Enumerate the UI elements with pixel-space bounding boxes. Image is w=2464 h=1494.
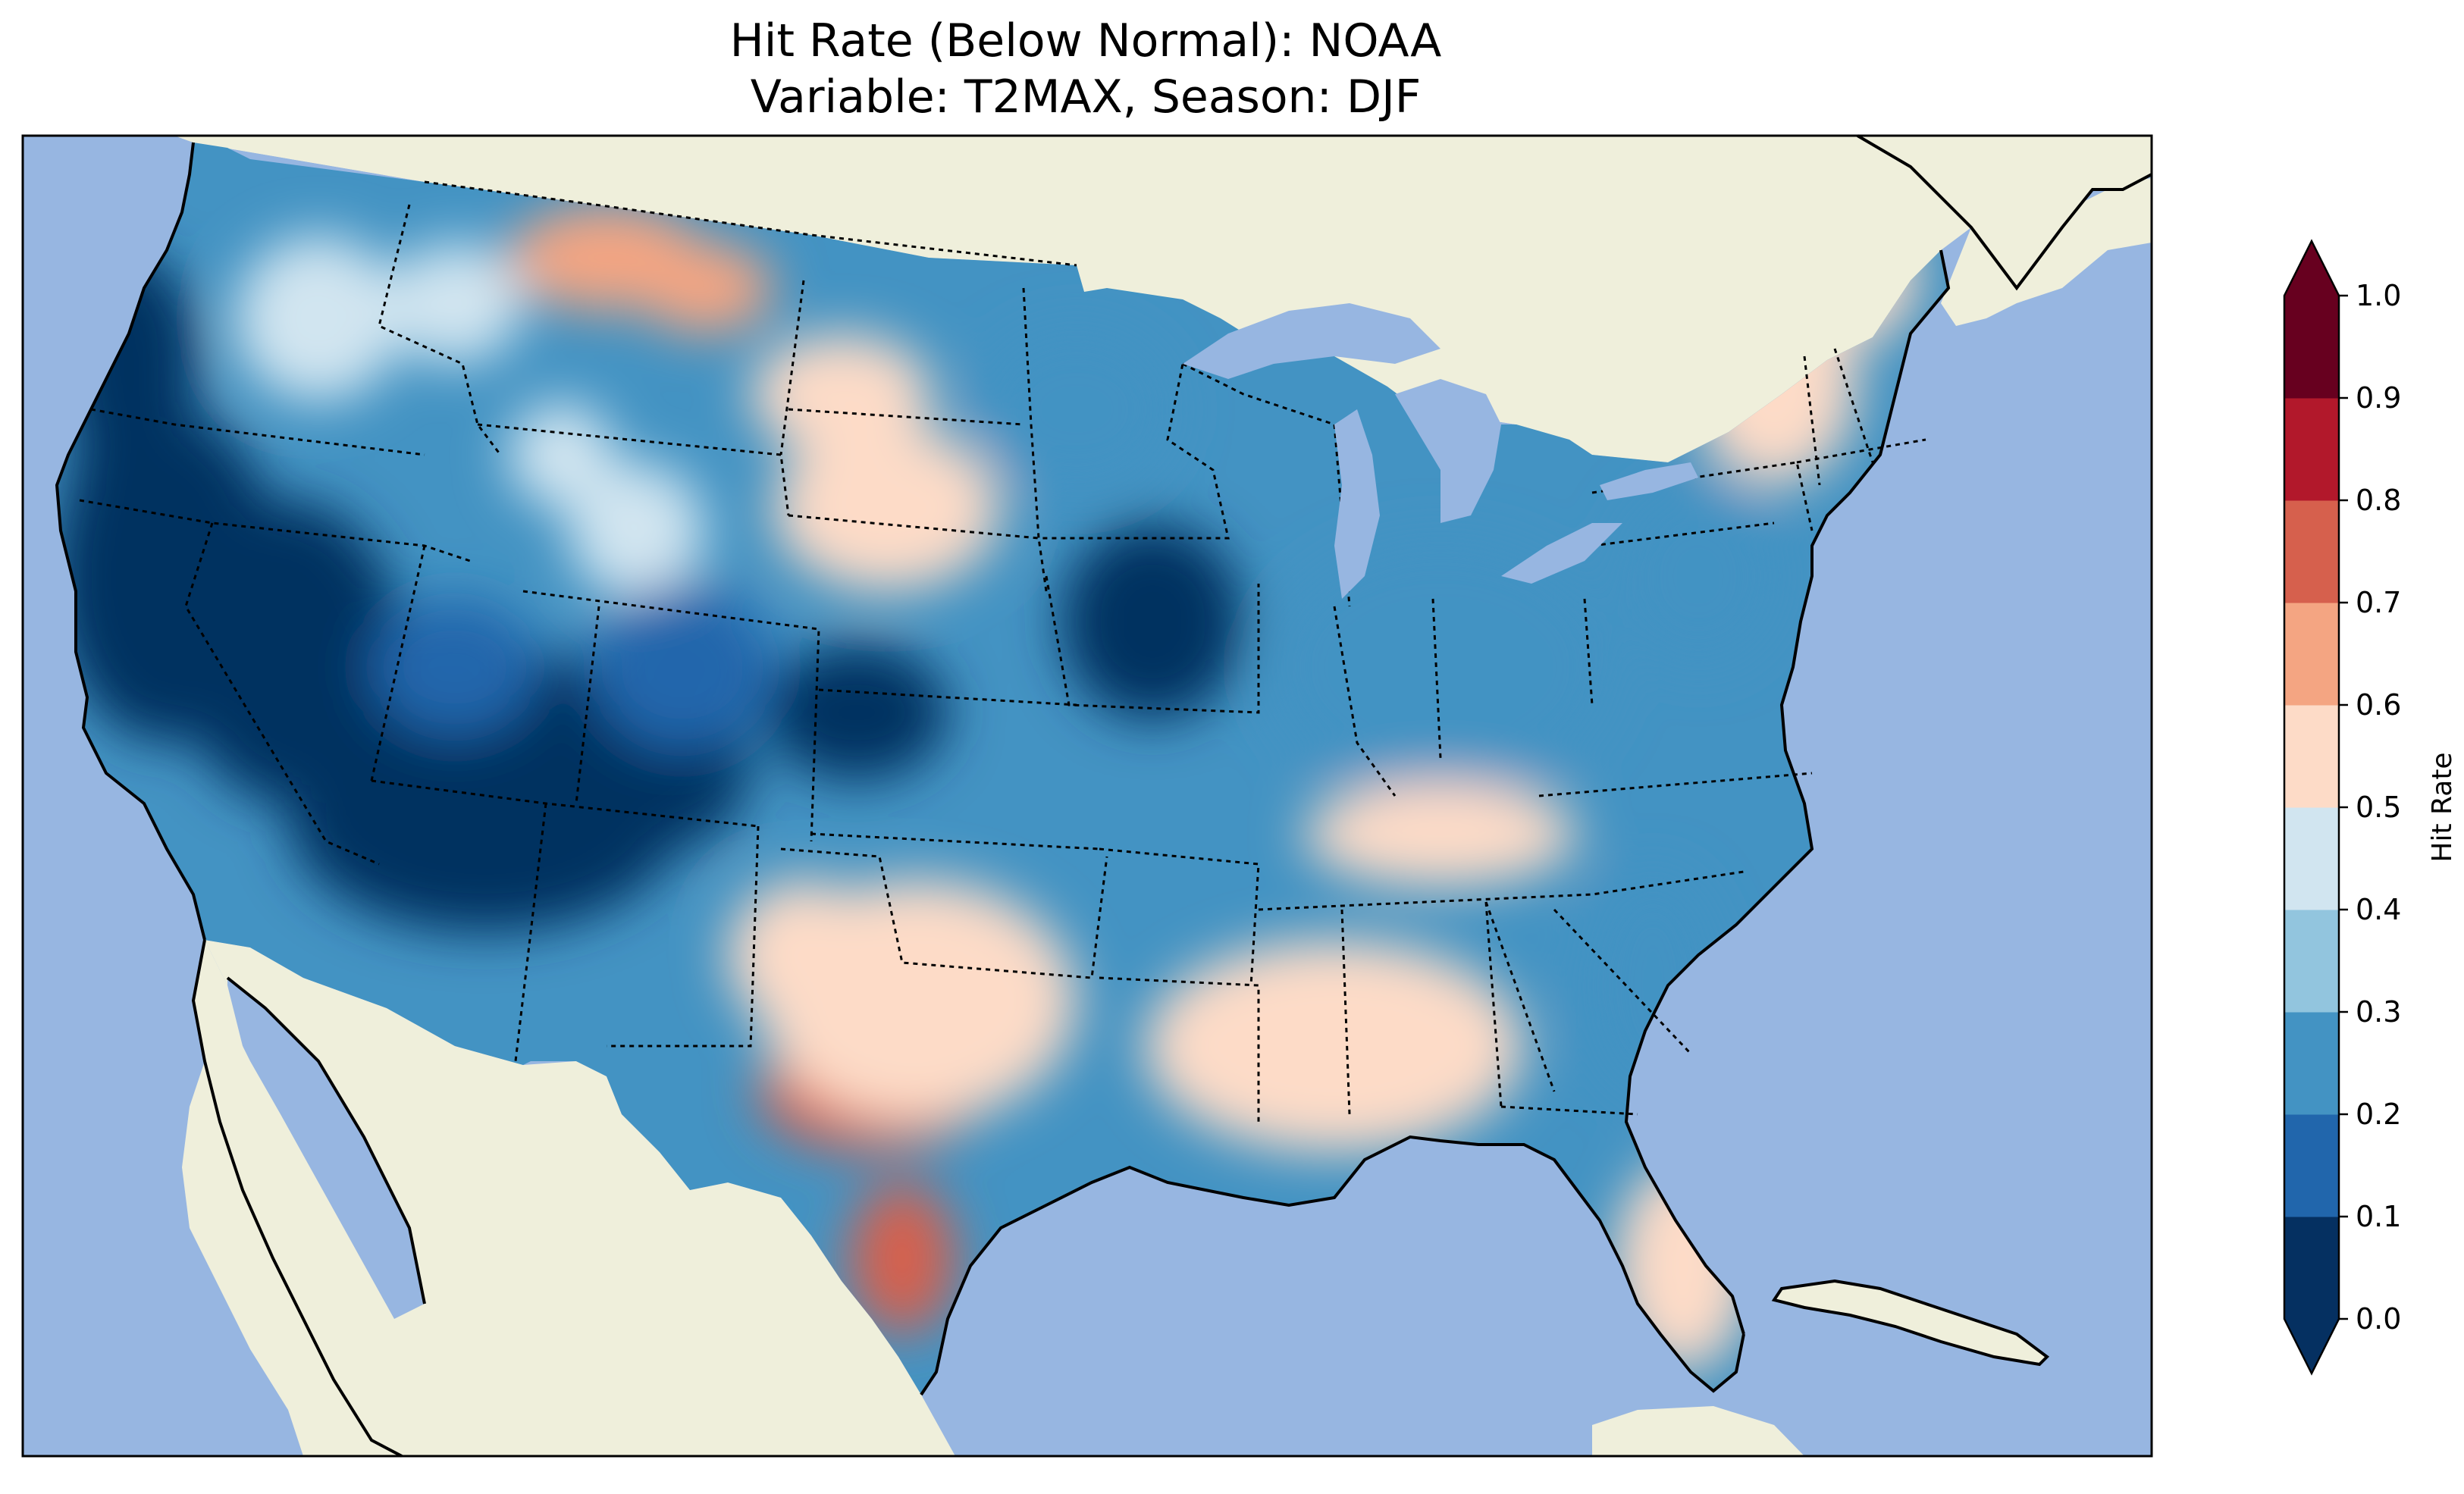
colorbar-tick-label-0: 0.0 bbox=[2356, 1302, 2401, 1336]
hit-rate-cell-mid-atlantic-0 bbox=[1615, 485, 1782, 667]
cuba-land bbox=[1774, 1281, 2047, 1364]
hit-rate-cell-minnesota-north-dakota-0 bbox=[978, 326, 1175, 493]
baja-coastline bbox=[191, 939, 426, 1458]
colorbar-tick-label-3: 0.3 bbox=[2356, 995, 2401, 1029]
colorbar-tick-label-6: 0.6 bbox=[2356, 688, 2401, 722]
colorbar-bin-9 bbox=[2284, 296, 2339, 399]
lake-ontario bbox=[1600, 462, 1698, 500]
hit-rate-cell-wyoming-1 bbox=[508, 402, 614, 508]
gulf-of-california bbox=[227, 978, 425, 1319]
colorbar-over-triangle bbox=[2284, 241, 2339, 296]
colorbar-under-triangle bbox=[2284, 1319, 2339, 1373]
colorbar-bin-4 bbox=[2284, 807, 2339, 910]
border-or-ca-nv bbox=[79, 499, 471, 562]
hit-rate-cell-idaho-western-montana-1 bbox=[387, 243, 523, 364]
hit-rate-cell-northern-montana-1 bbox=[637, 243, 773, 334]
lake-huron bbox=[1395, 379, 1501, 523]
colorbar-bin-2 bbox=[2284, 1012, 2339, 1115]
border-nm-tx bbox=[607, 825, 760, 1048]
border-ut-co bbox=[575, 606, 600, 804]
maritimes-land bbox=[1941, 178, 2152, 326]
border-mn bbox=[1022, 287, 1230, 540]
border-wa-or bbox=[90, 408, 425, 456]
cuba-coastline bbox=[1771, 1279, 2050, 1367]
atlantic-coastline bbox=[1624, 249, 1951, 1335]
border-mt-nd bbox=[779, 280, 805, 456]
hit-rate-cell-colorado-0 bbox=[591, 584, 773, 750]
colorbar-tick-label-8: 0.8 bbox=[2356, 484, 2401, 517]
hit-rate-cell-texas-oklahoma-1 bbox=[728, 879, 879, 1031]
border-us-canada-west bbox=[424, 180, 1077, 267]
colorbar-tick-label-9: 0.9 bbox=[2356, 381, 2401, 415]
border-nd-sd bbox=[788, 408, 1024, 426]
border-ky-tn bbox=[1258, 870, 1745, 911]
border-ok-tx bbox=[780, 847, 1108, 979]
gulf-coastline bbox=[920, 1135, 1745, 1396]
colorbar-bin-6 bbox=[2284, 603, 2339, 706]
border-oh-pa bbox=[1583, 521, 1775, 706]
map-panel bbox=[21, 134, 2153, 1458]
colorbar-tick-label-10: 1.0 bbox=[2356, 279, 2401, 312]
hit-rate-cell-nevada-0 bbox=[174, 500, 402, 803]
colorbar-bin-7 bbox=[2284, 500, 2339, 603]
colorbar-tick-label-7: 0.7 bbox=[2356, 586, 2401, 619]
hit-rate-cell-west-texas-1 bbox=[849, 1182, 955, 1334]
border-wy-co bbox=[522, 590, 820, 842]
hit-rate-cell-iowa-0 bbox=[1061, 523, 1243, 720]
border-ne-ks bbox=[818, 688, 1077, 706]
border-ia-mo bbox=[1045, 575, 1260, 714]
hit-rate-cell-idaho-western-montana-0 bbox=[235, 235, 402, 402]
hit-rate-cell-gulf-coast-southeast-1 bbox=[1304, 781, 1577, 887]
border-id-mt bbox=[378, 204, 502, 456]
colorbar: 0.0 0.1 0.2 0.3 0.4 0.5 0.6 0.7 0.8 0.9 1.0 Hit Ra… bbox=[2283, 239, 2458, 1376]
pacific-coastline bbox=[55, 142, 206, 941]
colorbar-bin-3 bbox=[2284, 910, 2339, 1013]
baja-peninsula bbox=[193, 940, 417, 1456]
border-nv-ut bbox=[370, 545, 426, 781]
colorbar-tick-label-2: 0.2 bbox=[2356, 1098, 2401, 1131]
canada-east-coastline bbox=[1856, 134, 2152, 291]
lake-erie bbox=[1501, 523, 1622, 584]
title-line-2: Variable: T2MAX, Season: DJF bbox=[751, 70, 1422, 124]
lake-superior bbox=[1183, 303, 1440, 379]
hit-rate-cell-oregon-northern-california-1 bbox=[68, 417, 205, 553]
border-sd-ne bbox=[788, 514, 1048, 592]
hit-rate-cell-nebraska-kansas-border-0 bbox=[766, 644, 948, 781]
border-va-nc bbox=[1538, 772, 1813, 797]
border-mo-ar bbox=[1099, 847, 1260, 986]
hit-rate-cell-south-dakota-0 bbox=[773, 424, 1001, 591]
hit-rate-cell-south-dakota-1 bbox=[751, 334, 933, 455]
title-line-1: Hit Rate (Below Normal): NOAA bbox=[730, 14, 1442, 67]
border-il-in bbox=[1333, 598, 1442, 797]
colorbar-tick-label-4: 0.4 bbox=[2356, 893, 2401, 926]
colorbar-tick-label-1: 0.1 bbox=[2356, 1200, 2401, 1233]
hit-rate-cell-wyoming-0 bbox=[569, 462, 705, 599]
colorbar-bin-1 bbox=[2284, 1114, 2339, 1217]
border-ga-sc bbox=[1484, 901, 1692, 1092]
hit-rate-cell-gulf-coast-southeast-0 bbox=[1145, 940, 1524, 1152]
border-ks-ok bbox=[810, 832, 1100, 850]
colorbar-label: Hit Rate bbox=[2427, 752, 2458, 862]
map-frame bbox=[21, 134, 2153, 1458]
border-ms-al bbox=[1340, 901, 1503, 1115]
colorbar-bin-0 bbox=[2284, 1217, 2339, 1320]
yucatan-land bbox=[1592, 1406, 1804, 1456]
mexico-land bbox=[182, 940, 955, 1456]
hit-rate-cell-ohio-valley-midwest-0 bbox=[1266, 538, 1615, 796]
border-az-nm bbox=[514, 803, 547, 1062]
colorbar-tick-label-5: 0.5 bbox=[2356, 791, 2401, 824]
hit-rate-cell-colorado-1 bbox=[371, 599, 538, 735]
border-new-england bbox=[1796, 348, 1926, 486]
lake-michigan bbox=[1334, 409, 1380, 599]
coastlines bbox=[55, 134, 2152, 1458]
canada-region bbox=[174, 136, 1971, 462]
great-lakes bbox=[1183, 303, 1698, 599]
colorbar-bin-5 bbox=[2284, 705, 2339, 808]
colorbar-bin-8 bbox=[2284, 398, 2339, 501]
